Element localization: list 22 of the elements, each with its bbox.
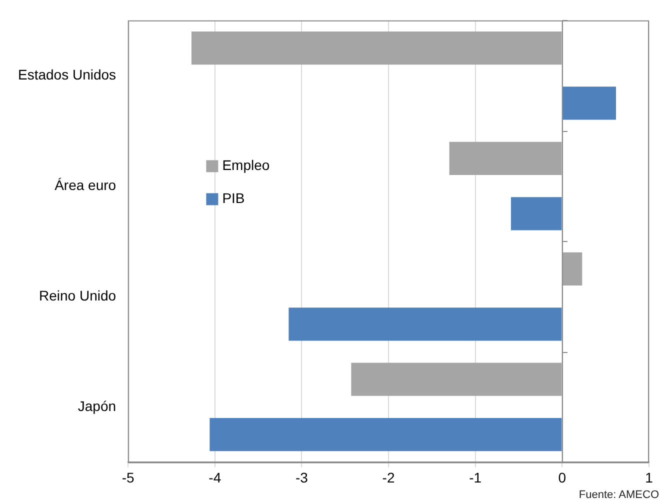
legend-label: PIB (222, 190, 245, 206)
x-tick-label: -5 (122, 469, 134, 486)
bar (510, 197, 562, 230)
x-tick-label: -1 (469, 469, 482, 486)
bar (210, 418, 562, 452)
bar (191, 31, 562, 65)
bar (351, 362, 562, 396)
y-tick-label: Área euro (54, 176, 116, 193)
x-tick-label: 1 (645, 469, 654, 486)
x-tick-label: -4 (208, 469, 222, 486)
x-tick-label: -2 (382, 469, 395, 486)
x-tick-label: -3 (295, 469, 308, 486)
y-tick-label: Japón (78, 398, 116, 414)
bar (288, 308, 562, 341)
source-note: Fuente: AMECO (578, 489, 659, 501)
y-tick-label: Reino Unido (38, 287, 116, 304)
x-tick-label: 0 (558, 469, 566, 486)
bar (449, 142, 562, 176)
bar (562, 252, 582, 286)
y-tick-label: Estados Unidos (18, 66, 116, 82)
legend-label: Empleo (222, 157, 270, 174)
bar (562, 86, 616, 120)
